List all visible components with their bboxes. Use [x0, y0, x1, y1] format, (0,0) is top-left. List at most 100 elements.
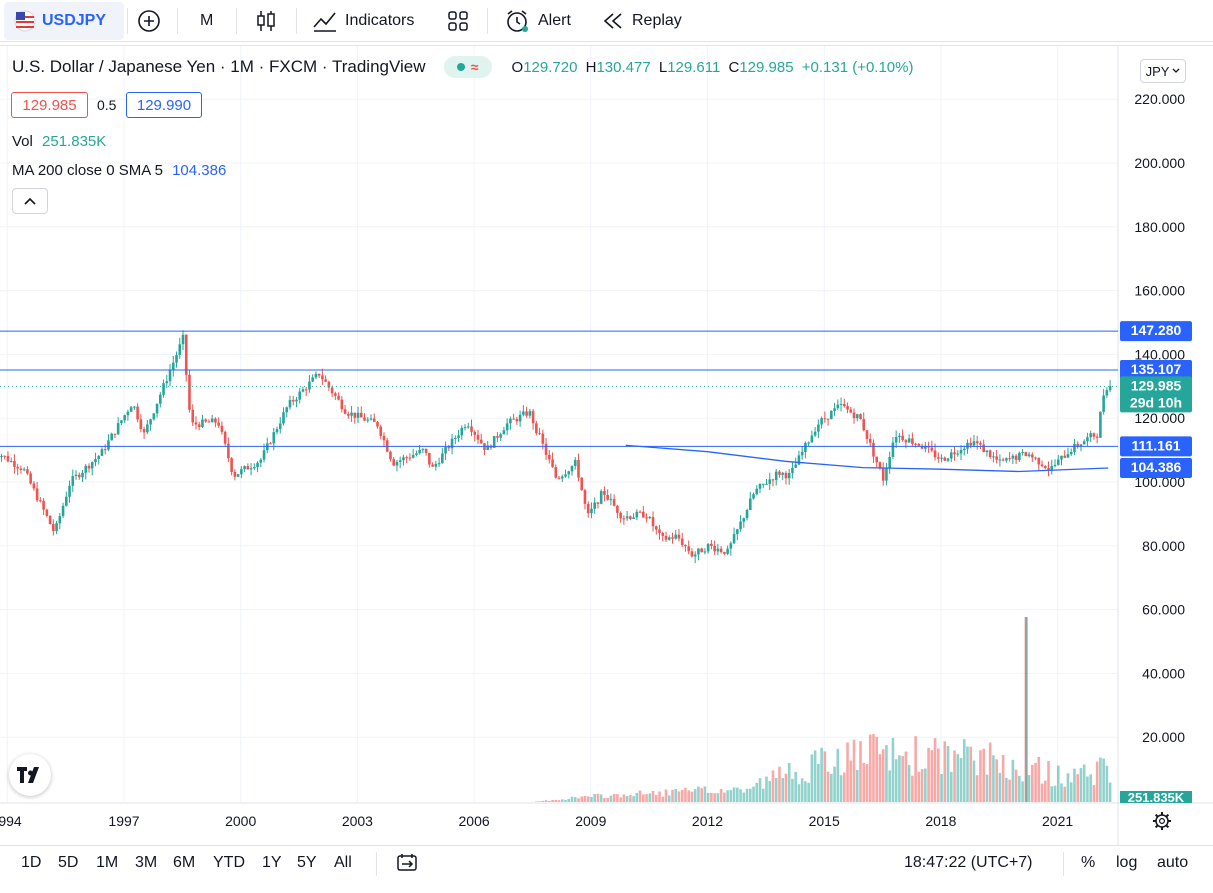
candle-body	[52, 524, 55, 532]
range-button-ytd[interactable]: YTD	[213, 854, 245, 871]
volume-legend[interactable]: Vol 251.835K	[12, 133, 106, 150]
volume-bar	[1060, 783, 1063, 802]
candle-body	[820, 418, 823, 425]
volume-bar	[590, 797, 593, 802]
candle-body	[833, 408, 836, 411]
price-line-badge[interactable]: 135.107	[1120, 360, 1192, 381]
price-line-badge[interactable]: 147.280	[1120, 321, 1192, 342]
candle-body	[262, 450, 266, 460]
volume-bar	[933, 738, 937, 802]
symbol-search-button[interactable]: USDJPY	[4, 2, 124, 40]
candle-body	[1005, 458, 1008, 461]
volume-bar	[551, 799, 554, 802]
candle-body	[55, 523, 58, 532]
time-axis-label: 2021	[1042, 813, 1073, 829]
range-button-1d[interactable]: 1D	[21, 854, 42, 871]
clock[interactable]: 18:47:22 (UTC+7)	[904, 846, 1033, 880]
candle-body	[554, 467, 558, 478]
range-button-5y[interactable]: 5Y	[297, 854, 317, 871]
volume-bar	[616, 794, 619, 802]
compare-button[interactable]	[137, 0, 161, 42]
candle-body	[687, 546, 690, 552]
replay-button[interactable]: Replay	[602, 0, 682, 42]
candle-body	[64, 496, 68, 506]
candle-body	[334, 393, 337, 396]
range-button-1m[interactable]: 1M	[96, 854, 119, 871]
candle-body	[405, 457, 408, 459]
volume-bar	[742, 792, 746, 802]
volume-bar	[1027, 775, 1031, 802]
interval-button[interactable]: M	[200, 0, 213, 42]
candle-body	[1092, 433, 1096, 437]
volume-bar	[1086, 776, 1089, 802]
range-button-all[interactable]: All	[334, 854, 352, 871]
indicators-button[interactable]: Indicators	[312, 0, 414, 42]
range-button-3m[interactable]: 3M	[135, 854, 158, 871]
volume-bar	[1099, 757, 1102, 802]
alert-icon	[507, 10, 528, 32]
range-button-1y[interactable]: 1Y	[262, 854, 282, 871]
tradingview-logo[interactable]	[9, 754, 51, 796]
candle-body	[81, 472, 84, 478]
candle-body	[972, 441, 976, 446]
volume-bar	[1005, 777, 1008, 802]
candle-body	[885, 468, 888, 481]
volume-bar	[1092, 785, 1096, 802]
volume-bar	[645, 794, 648, 802]
percent-toggle[interactable]: %	[1081, 846, 1095, 880]
price-line-badge[interactable]: 111.161	[1120, 436, 1192, 457]
candle-body	[700, 548, 703, 553]
volume-bar	[768, 781, 772, 802]
spread-text: 0.5	[97, 97, 117, 113]
market-status-badge[interactable]: ≈	[443, 56, 492, 78]
volume-bar	[982, 748, 985, 802]
templates-button[interactable]	[447, 0, 469, 42]
candle-body	[739, 521, 742, 530]
chart-type-button[interactable]	[256, 0, 276, 42]
candle-body	[372, 418, 376, 422]
candle-body	[19, 468, 23, 470]
sell-price-box[interactable]: 129.985	[11, 92, 88, 118]
volume-bar	[554, 799, 558, 802]
ma-200-line[interactable]	[625, 444, 1109, 473]
open-label: O	[511, 58, 524, 76]
settings-gear-icon[interactable]	[1153, 812, 1171, 830]
legend-collapse-button[interactable]	[12, 188, 48, 214]
volume-bar	[723, 792, 726, 802]
volume-bar	[1043, 780, 1047, 802]
candle-body	[502, 430, 506, 435]
volume-bar	[548, 800, 551, 802]
time-axis-label: 2009	[575, 813, 606, 829]
candle-body	[1034, 457, 1037, 459]
volume-bar	[596, 793, 600, 802]
volume-bar	[648, 793, 652, 802]
buy-price-box[interactable]: 129.990	[126, 92, 202, 118]
candle-body	[87, 465, 91, 469]
candle-body	[1095, 436, 1099, 438]
ma-badge[interactable]: 104.386	[1120, 458, 1192, 479]
ma-legend[interactable]: MA 200 close 0 SMA 5 104.386	[12, 162, 226, 179]
candle-body	[123, 415, 126, 421]
volume-bar	[603, 798, 606, 802]
auto-toggle[interactable]: auto	[1157, 846, 1188, 880]
volume-bar	[865, 764, 869, 802]
date-range-button[interactable]	[396, 846, 418, 880]
volume-bar	[651, 790, 655, 802]
candle-body	[1099, 411, 1102, 438]
price-axis-label: 220.000	[1134, 91, 1185, 107]
candle-body	[1024, 452, 1028, 457]
currency-select[interactable]: JPY	[1140, 59, 1186, 83]
candle-body	[275, 429, 279, 433]
log-toggle[interactable]: log	[1116, 846, 1137, 880]
range-button-6m[interactable]: 6M	[173, 854, 196, 871]
alert-button[interactable]: Alert	[504, 0, 571, 42]
chart-pane[interactable]	[0, 45, 1213, 845]
range-button-5d[interactable]: 5D	[58, 854, 79, 871]
candle-body	[940, 457, 943, 459]
candle-body	[930, 447, 934, 451]
volume-badge[interactable]: 251.835K	[1120, 790, 1192, 805]
candle-body	[894, 436, 898, 443]
candle-body	[638, 511, 642, 513]
